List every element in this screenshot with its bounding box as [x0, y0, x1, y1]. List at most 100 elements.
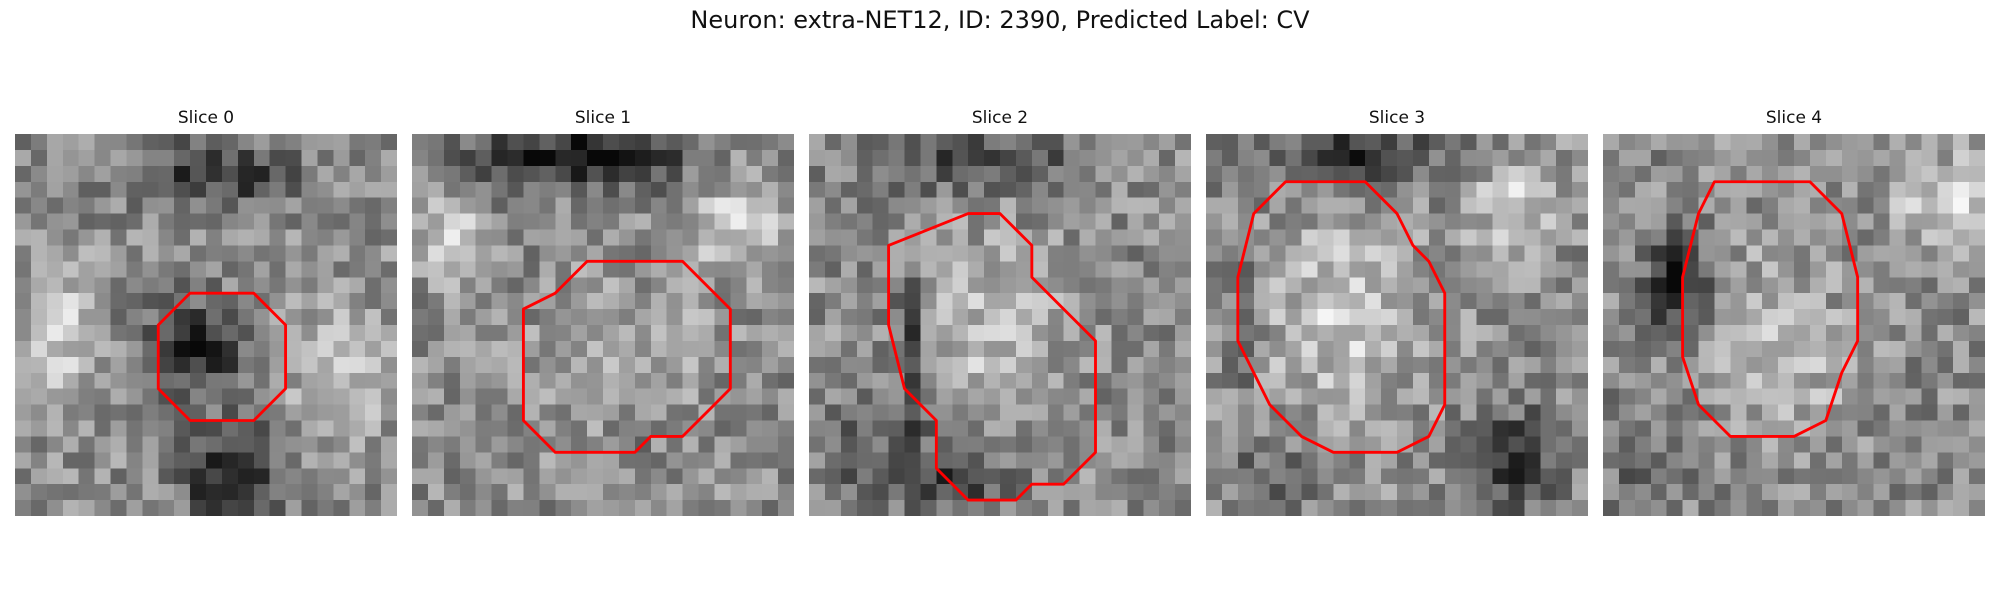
image-pixel: [427, 452, 445, 470]
image-pixel: [936, 165, 954, 183]
image-pixel: [381, 420, 397, 438]
image-pixel: [253, 340, 271, 358]
image-pixel: [1809, 165, 1827, 183]
image-pixel: [1349, 293, 1366, 310]
image-pixel: [968, 420, 985, 438]
image-pixel: [142, 134, 160, 151]
image-pixel: [1873, 165, 1891, 183]
image-pixel: [174, 340, 191, 358]
image-pixel: [1524, 197, 1542, 215]
image-pixel: [1762, 404, 1779, 422]
image-pixel: [1015, 500, 1033, 516]
image-pixel: [1206, 181, 1223, 199]
image-pixel: [778, 245, 794, 263]
image-pixel: [1714, 213, 1732, 231]
image-pixel: [412, 261, 429, 279]
image-pixel: [1349, 181, 1366, 199]
image-pixel: [206, 277, 223, 294]
image-pixel: [30, 134, 48, 151]
image-pixel: [94, 484, 112, 501]
image-pixel: [730, 134, 748, 151]
image-pixel: [1572, 245, 1588, 263]
image-pixel: [1937, 356, 1954, 374]
image-pixel: [1492, 468, 1510, 485]
image-pixel: [1285, 134, 1303, 151]
image-pixel: [1492, 165, 1510, 183]
image-pixel: [1206, 261, 1223, 279]
image-pixel: [778, 372, 794, 390]
image-pixel: [459, 149, 477, 167]
image-pixel: [1175, 213, 1191, 231]
image-pixel: [778, 500, 794, 516]
image-pixel: [158, 165, 175, 183]
image-pixel: [1508, 340, 1526, 358]
image-pixel: [1825, 213, 1843, 231]
image-pixel: [1618, 277, 1636, 294]
image-pixel: [1921, 484, 1939, 501]
image-pixel: [301, 388, 319, 406]
image-pixel: [746, 468, 763, 485]
image-pixel: [1127, 213, 1145, 231]
image-pixel: [1905, 468, 1923, 485]
image-pixel: [253, 356, 271, 374]
image-pixel: [443, 165, 461, 183]
image-pixel: [1857, 388, 1875, 406]
image-pixel: [666, 293, 684, 310]
image-pixel: [1889, 388, 1907, 406]
image-pixel: [1175, 134, 1191, 151]
image-pixel: [1666, 245, 1684, 263]
image-pixel: [1079, 181, 1097, 199]
image-pixel: [1937, 229, 1954, 247]
image-pixel: [1015, 468, 1033, 485]
image-pixel: [730, 388, 748, 406]
image-pixel: [301, 452, 319, 470]
image-pixel: [507, 436, 525, 454]
image-pixel: [1031, 420, 1049, 438]
image-pixel: [221, 404, 239, 422]
image-pixel: [1969, 293, 1985, 310]
image-pixel: [333, 213, 351, 231]
image-pixel: [475, 134, 493, 151]
image-pixel: [952, 181, 969, 199]
image-pixel: [94, 325, 112, 342]
image-pixel: [1460, 261, 1478, 279]
image-pixel: [285, 356, 303, 374]
image-pixel: [1969, 372, 1985, 390]
image-pixel: [1937, 420, 1954, 438]
image-pixel: [158, 372, 175, 390]
image-pixel: [1175, 309, 1191, 326]
image-pixel: [1000, 309, 1017, 326]
image-pixel: [110, 197, 128, 215]
image-pixel: [1714, 484, 1732, 501]
image-pixel: [603, 356, 620, 374]
image-pixel: [1143, 420, 1160, 438]
segmentation-contour: [1681, 180, 1860, 438]
image-pixel: [1969, 181, 1985, 199]
image-pixel: [1682, 484, 1700, 501]
image-pixel: [427, 372, 445, 390]
image-pixel: [1221, 340, 1239, 358]
image-pixel: [1508, 245, 1526, 263]
image-pixel: [443, 325, 461, 342]
image-pixel: [142, 500, 160, 516]
image-pixel: [1063, 293, 1081, 310]
image-pixel: [1730, 388, 1748, 406]
image-pixel: [1698, 420, 1716, 438]
image-pixel: [920, 436, 938, 454]
image-pixel: [904, 309, 922, 326]
image-pixel: [221, 420, 239, 438]
image-pixel: [142, 213, 160, 231]
image-pixel: [221, 325, 239, 342]
image-pixel: [1650, 500, 1668, 516]
image-pixel: [1175, 325, 1191, 342]
image-pixel: [507, 452, 525, 470]
image-pixel: [762, 261, 779, 279]
image-pixel: [1524, 340, 1542, 358]
image-pixel: [1253, 356, 1271, 374]
image-pixel: [682, 213, 700, 231]
image-pixel: [920, 372, 938, 390]
image-pixel: [1317, 245, 1335, 263]
image-pixel: [412, 468, 429, 485]
image-pixel: [1206, 356, 1223, 374]
image-pixel: [1778, 213, 1795, 231]
